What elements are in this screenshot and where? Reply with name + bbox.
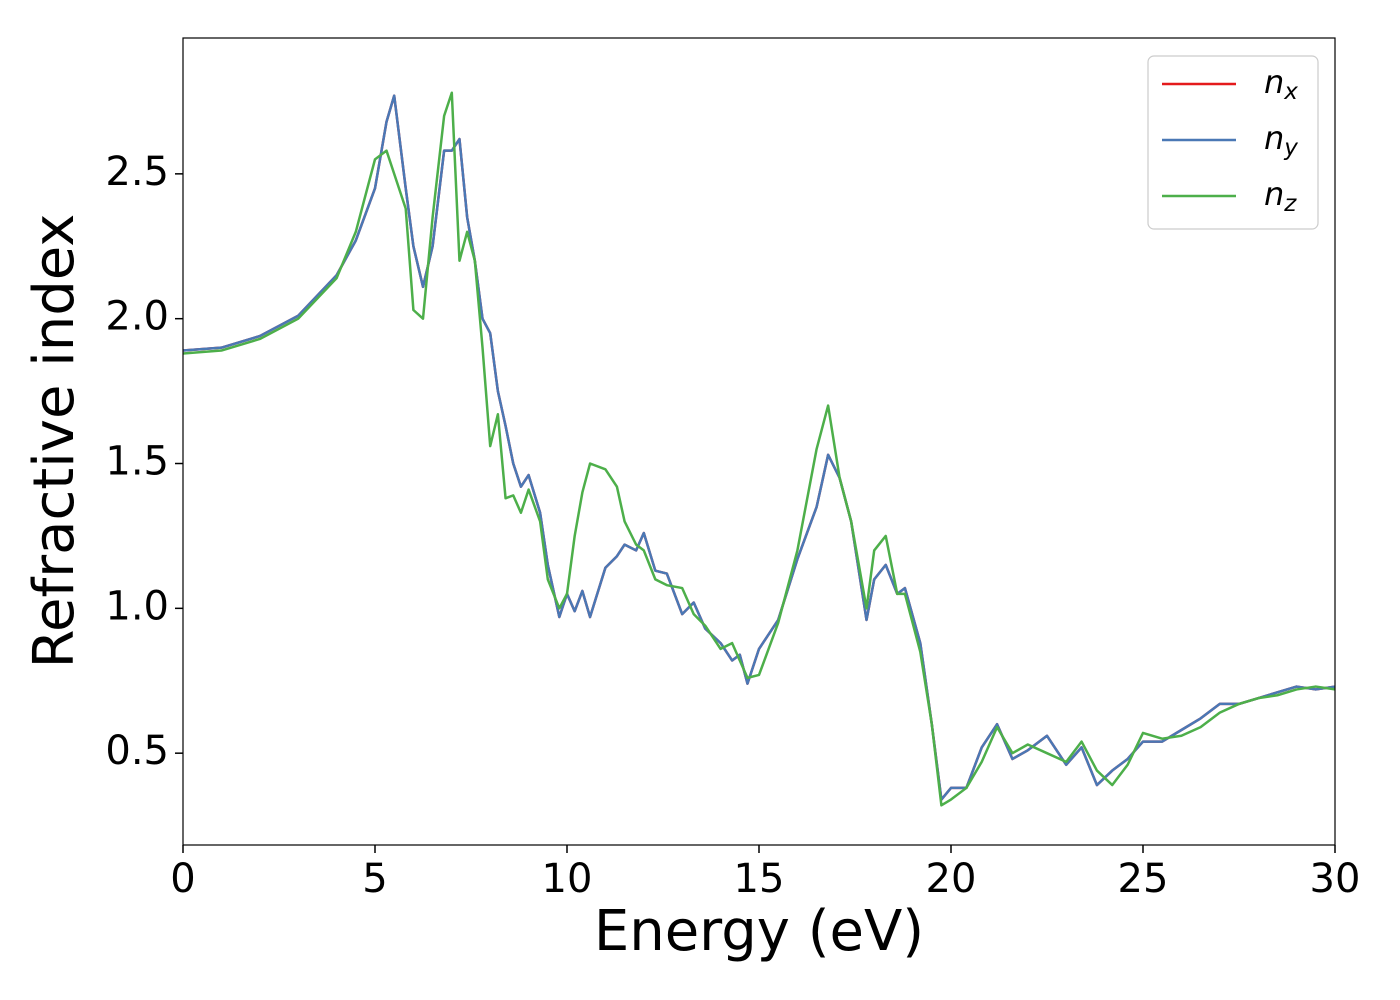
x-tick-label: 30 (1310, 856, 1361, 902)
legend-box (1147, 55, 1319, 230)
legend-label: nz (1264, 175, 1297, 217)
series-line (183, 91, 1335, 807)
plot-frame (182, 37, 1336, 846)
legend-label: nx (1264, 63, 1298, 105)
x-tick-label: 25 (1118, 856, 1169, 902)
y-tick-label: 0.5 (105, 728, 169, 774)
x-tick-label: 20 (926, 856, 977, 902)
y-tick-label: 1.5 (105, 439, 169, 485)
x-tick-label: 10 (542, 856, 593, 902)
legend-label: ny (1264, 119, 1298, 161)
x-axis-label: Energy (eV) (594, 899, 924, 964)
x-tick-label: 5 (362, 856, 387, 902)
y-tick-label: 2.5 (105, 149, 169, 195)
x-tick-label: 15 (734, 856, 785, 902)
x-tick-label: 0 (170, 856, 195, 902)
y-tick-label: 1.0 (105, 583, 169, 629)
y-tick-label: 2.0 (105, 294, 169, 340)
y-axis-label: Refractive index (22, 214, 87, 669)
